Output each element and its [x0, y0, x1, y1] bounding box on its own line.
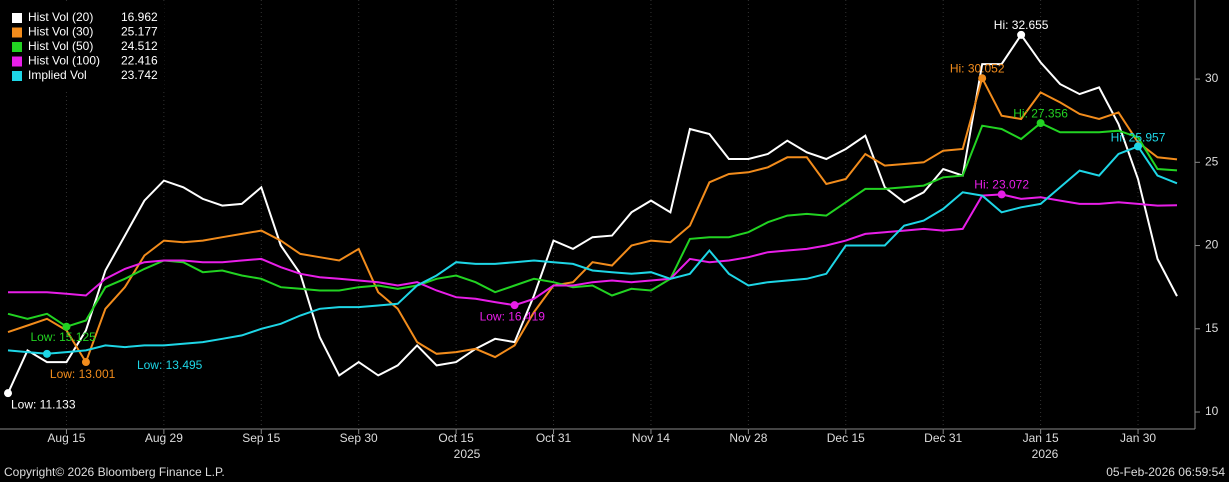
legend-swatch — [12, 42, 22, 52]
legend-value: 24.512 — [121, 39, 158, 53]
legend-name: Hist Vol (100) — [28, 54, 100, 68]
series-line — [7, 145, 1178, 355]
y-tick-label: 10 — [1205, 404, 1219, 418]
high-label: Hi: 32.655 — [994, 18, 1049, 32]
x-tick-label: Jan 15 — [1023, 431, 1059, 445]
year-label: 2026 — [1032, 447, 1059, 461]
high-label: Hi: 30.052 — [950, 61, 1005, 75]
legend-swatch — [12, 27, 22, 38]
high-dot — [1036, 119, 1045, 128]
y-tick-label: 15 — [1205, 321, 1219, 335]
low-label: Low: 16.419 — [480, 309, 546, 323]
high-dot — [1017, 30, 1026, 39]
x-tick-label: Nov 28 — [729, 431, 767, 445]
x-tick-label: Oct 31 — [536, 431, 572, 445]
low-label: Low: 13.495 — [137, 358, 203, 372]
low-dot — [510, 301, 519, 310]
y-tick-label: 30 — [1205, 71, 1219, 85]
low-dot — [4, 389, 12, 398]
legend-swatch — [12, 71, 22, 81]
legend-name: Hist Vol (30) — [28, 25, 93, 39]
high-label: Hi: 27.356 — [1013, 106, 1068, 120]
legend-name: Hist Vol (20) — [28, 10, 93, 24]
x-tick-label: Nov 14 — [632, 431, 670, 445]
legend-name: Implied Vol — [28, 68, 87, 82]
high-dot — [997, 190, 1006, 199]
legend-swatch — [12, 13, 22, 23]
y-tick-label: 20 — [1205, 238, 1219, 252]
series-line — [8, 193, 1178, 307]
x-tick-label: Aug 15 — [47, 431, 85, 445]
low-label: Low: 15.125 — [30, 330, 96, 344]
x-tick-label: Aug 29 — [145, 431, 183, 445]
legend-value: 23.742 — [121, 68, 158, 82]
high-label: Hi: 23.072 — [974, 178, 1029, 192]
x-tick-label: Sep 15 — [242, 431, 280, 445]
low-label: Low: 13.001 — [50, 367, 116, 381]
legend: Hist Vol (20) 16.962 Hist Vol (30) 25.177 Hi… — [0, 4, 164, 92]
legend-value: 22.416 — [121, 54, 158, 68]
legend-box — [0, 4, 164, 92]
high-dot — [978, 74, 987, 83]
timestamp: 05-Feb-2026 06:59:54 — [1106, 465, 1225, 479]
x-tick-label: Dec 31 — [924, 431, 962, 445]
copyright: Copyright© 2026 Bloomberg Finance L.P. — [4, 465, 225, 479]
x-tick-label: Oct 15 — [438, 431, 474, 445]
x-tick-label: Dec 15 — [827, 431, 865, 445]
legend-value: 16.962 — [121, 10, 158, 24]
low-label: Low: 11.133 — [11, 397, 76, 411]
legend-name: Hist Vol (50) — [28, 39, 93, 53]
high-label: Hi: 25.957 — [1111, 131, 1166, 145]
y-tick-label: 25 — [1205, 154, 1219, 168]
x-tick-label: Jan 30 — [1120, 431, 1156, 445]
legend-swatch — [12, 56, 22, 67]
low-dot — [62, 322, 71, 331]
series-line — [7, 121, 1178, 328]
series-line — [7, 75, 1178, 365]
year-label: 2025 — [454, 447, 481, 461]
legend-value: 25.177 — [121, 25, 158, 39]
low-dot — [81, 358, 90, 367]
x-tick-label: Sep 30 — [340, 431, 378, 445]
high-dot — [1134, 142, 1143, 151]
low-dot — [42, 349, 51, 358]
series-line — [7, 33, 1178, 394]
